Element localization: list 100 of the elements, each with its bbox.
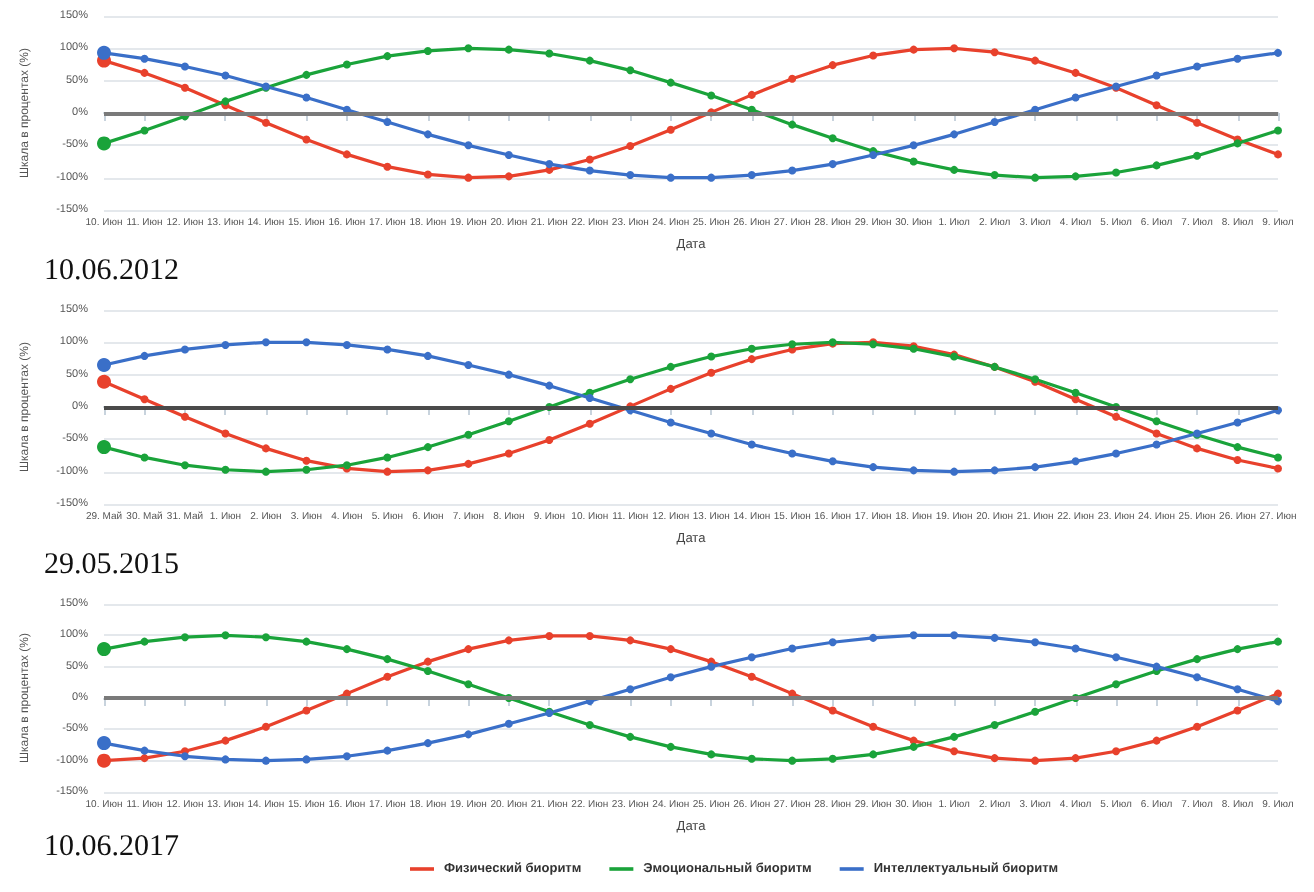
point xyxy=(140,54,149,63)
point xyxy=(1193,655,1202,664)
text: 10.06.2012 xyxy=(44,255,179,287)
point xyxy=(1071,93,1080,102)
point xyxy=(950,467,959,476)
point xyxy=(180,461,189,470)
point xyxy=(828,61,837,70)
point xyxy=(504,151,513,160)
point xyxy=(302,637,311,646)
point xyxy=(1152,429,1161,438)
point xyxy=(666,673,675,682)
point xyxy=(221,71,230,80)
point xyxy=(990,118,999,127)
point xyxy=(383,52,392,61)
point xyxy=(1152,71,1161,80)
point xyxy=(342,150,351,159)
point xyxy=(1193,673,1202,682)
point xyxy=(666,384,675,393)
point xyxy=(545,381,554,390)
point xyxy=(383,746,392,755)
point xyxy=(1112,412,1121,421)
point xyxy=(464,173,473,182)
point xyxy=(383,118,392,127)
point xyxy=(1274,453,1282,462)
point xyxy=(666,362,675,371)
point xyxy=(302,706,311,715)
point xyxy=(828,134,837,143)
point xyxy=(1071,754,1080,763)
point xyxy=(1031,707,1040,716)
point xyxy=(828,457,837,466)
point xyxy=(828,754,837,763)
point xyxy=(707,173,716,182)
point xyxy=(1274,464,1282,473)
point xyxy=(464,645,473,654)
point xyxy=(1274,637,1282,646)
point xyxy=(545,49,554,58)
point xyxy=(1031,463,1040,472)
point xyxy=(140,746,149,755)
point xyxy=(302,70,311,79)
point xyxy=(342,752,351,761)
point xyxy=(1193,62,1202,71)
point xyxy=(828,160,837,169)
point xyxy=(950,165,959,174)
point xyxy=(990,633,999,642)
point xyxy=(666,645,675,654)
point xyxy=(788,340,797,349)
point xyxy=(990,754,999,763)
point xyxy=(221,631,230,640)
point xyxy=(504,719,513,728)
point xyxy=(909,742,918,751)
point xyxy=(585,166,594,175)
point xyxy=(1112,449,1121,458)
point xyxy=(666,173,675,182)
point xyxy=(464,430,473,439)
point xyxy=(261,722,270,731)
point xyxy=(747,754,756,763)
point xyxy=(990,171,999,180)
point xyxy=(1233,645,1242,654)
point xyxy=(302,93,311,102)
point xyxy=(504,636,513,645)
point xyxy=(707,352,716,361)
point xyxy=(788,74,797,83)
point xyxy=(464,44,473,53)
point xyxy=(869,463,878,472)
point xyxy=(869,750,878,759)
point xyxy=(1193,444,1202,453)
point xyxy=(1112,168,1121,177)
point xyxy=(423,739,432,748)
point xyxy=(140,754,149,763)
point xyxy=(1233,418,1242,427)
point xyxy=(504,449,513,458)
point xyxy=(1071,457,1080,466)
point xyxy=(1233,706,1242,715)
point xyxy=(342,645,351,654)
point xyxy=(342,340,351,349)
point xyxy=(747,344,756,353)
point xyxy=(828,638,837,647)
point xyxy=(1031,638,1040,647)
point xyxy=(990,466,999,475)
point xyxy=(1071,68,1080,77)
point xyxy=(788,756,797,765)
point xyxy=(383,655,392,664)
point xyxy=(221,340,230,349)
point xyxy=(302,465,311,474)
point xyxy=(383,672,392,681)
point xyxy=(140,453,149,462)
point xyxy=(909,157,918,166)
point xyxy=(869,51,878,60)
point xyxy=(1274,150,1282,159)
point xyxy=(1031,173,1040,182)
point xyxy=(180,83,189,92)
point xyxy=(464,730,473,739)
point xyxy=(423,351,432,360)
point xyxy=(1152,662,1161,671)
point xyxy=(180,412,189,421)
point xyxy=(869,722,878,731)
point xyxy=(221,755,230,764)
point xyxy=(747,355,756,364)
point xyxy=(585,631,594,640)
point xyxy=(383,467,392,476)
